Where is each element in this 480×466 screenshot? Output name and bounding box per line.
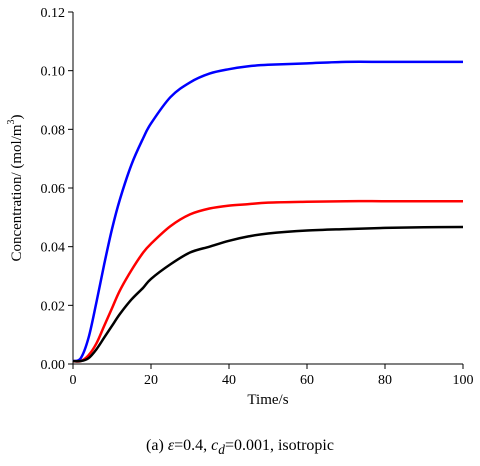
y-tick-label: 0.04 (41, 241, 66, 256)
y-axis-ticks: 0.00 0.02 0.04 0.06 0.08 0.10 0.12 (41, 6, 73, 373)
x-tick-label: 100 (453, 373, 474, 388)
series-line-2 (72, 199, 463, 363)
y-axis-title-superscript: 3 (6, 119, 17, 124)
x-axis-title: Time/s (247, 392, 288, 408)
caption-epsilon-symbol: ε (167, 437, 175, 454)
y-tick-label: 0.06 (41, 182, 66, 197)
caption-cd-base: c (211, 437, 219, 454)
x-tick-label: 80 (378, 373, 392, 388)
x-tick-label: 60 (300, 373, 314, 388)
y-tick-label: 0.08 (41, 123, 66, 138)
y-tick-label: 0.02 (41, 299, 66, 314)
x-tick-label: 40 (222, 373, 236, 388)
caption-prefix: (a) (146, 437, 168, 454)
series-line-1 (72, 60, 463, 363)
x-tick-label: 0 (70, 373, 77, 388)
caption-cd-value: =0.001, isotropic (224, 437, 334, 454)
caption-epsilon-value: =0.4, (174, 437, 212, 454)
y-axis-title-close: ) (9, 114, 25, 119)
y-tick-label: 0.00 (41, 358, 66, 373)
series-line-3 (72, 225, 464, 363)
y-tick-label: 0.12 (41, 6, 66, 21)
y-axis-title-text: Concentration/ (mol/m (9, 124, 25, 261)
x-tick-label: 20 (144, 373, 158, 388)
y-axis-title: Concentration/ (mol/m3) (6, 114, 25, 261)
x-axis-ticks: 0 20 40 60 80 100 (70, 364, 474, 388)
figure-caption: (a) ε=0.4, cd=0.001, isotropic (0, 430, 480, 462)
caption-cd-subscript: d (218, 442, 225, 458)
series-group (72, 60, 464, 363)
y-tick-label: 0.10 (41, 65, 66, 80)
line-chart: 0 20 40 60 80 100 0.00 0.02 0.04 0.06 0.08 0.10 0.1… (6, 6, 474, 408)
